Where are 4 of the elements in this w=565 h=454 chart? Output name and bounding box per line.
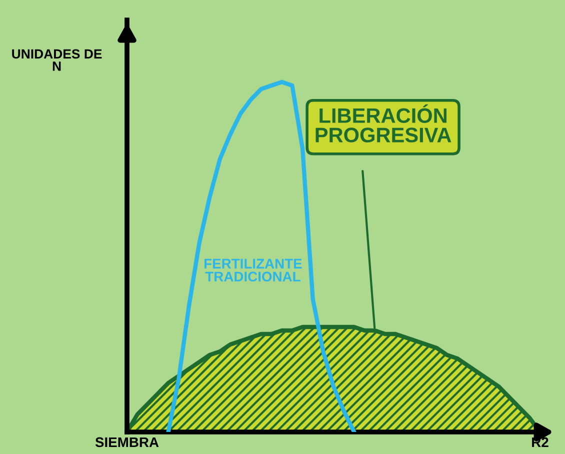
text: LIBERACIÓN PROGRESIVA xyxy=(316,104,452,142)
series-label: FERTILIZANTE TRADICIONAL xyxy=(204,258,302,282)
x-tick-label: SIEMBRA xyxy=(95,437,159,448)
y-axis-title: UNIDADES DE N xyxy=(12,49,102,71)
